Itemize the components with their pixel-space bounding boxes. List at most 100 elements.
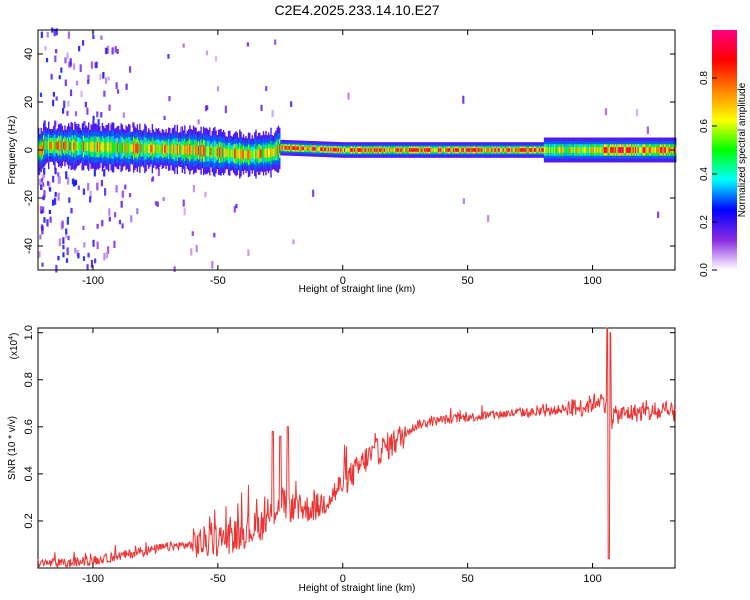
spectrogram-band-cell (533, 148, 536, 152)
spectrogram-cell (347, 92, 350, 100)
spectrogram-cell (43, 120, 46, 126)
colorbar-tick-label: 0.6 (699, 119, 710, 133)
spectrogram-band-cell (568, 147, 571, 153)
spectrogram-cell (57, 255, 60, 261)
spectrogram-cell (54, 55, 57, 62)
spectrogram-band-cell (249, 149, 251, 160)
spectrogram-band-cell (416, 148, 418, 152)
spectrogram-band-cell (548, 147, 551, 153)
spectrogram-cell (74, 179, 78, 186)
spectrogram-band-cell (329, 147, 331, 152)
spectrogram-band-cell (626, 147, 628, 153)
spectrogram-band-cell (120, 142, 122, 154)
spectrogram-band-cell (645, 147, 647, 153)
spectrogram-band-cell (149, 144, 151, 153)
spectrogram-band-cell (136, 142, 139, 154)
spectrogram-band-cell (460, 148, 462, 152)
spectrogram-cell (69, 89, 73, 97)
spectrogram-band-cell (44, 140, 46, 150)
spectrogram-band-cell (440, 148, 442, 152)
spectrogram-band-cell (665, 147, 667, 153)
spectrogram-band-cell (49, 141, 51, 150)
snr-x-tick-label: 100 (583, 573, 601, 585)
spectrogram-band-cell (615, 147, 617, 153)
spectrogram-band-cell (425, 148, 427, 152)
spectrogram-band-cell (445, 148, 447, 152)
spectrogram-cell (130, 215, 133, 223)
spectrogram-band-cell (498, 148, 501, 152)
spectrogram-cell (87, 74, 90, 82)
spectrogram-band-cell (81, 141, 84, 152)
spectrogram-band-cell (79, 142, 81, 151)
spectrogram-band-cell (417, 148, 420, 152)
spectrogram-band-cell (431, 148, 433, 152)
spectrogram-cell (45, 58, 49, 63)
spectrogram-band-cell (462, 148, 465, 152)
spectrogram-band-cell (585, 147, 587, 153)
spectrogram-band-cell (660, 147, 662, 153)
spectrogram-cell (108, 208, 111, 216)
spectrogram-cell (83, 120, 86, 126)
spectrogram-band-cell (74, 140, 76, 152)
spectrogram-band-cell (305, 146, 307, 151)
spectrogram-x-tick-label: -100 (82, 275, 104, 287)
spectrogram-cell (55, 96, 58, 101)
spectrogram-band-cell (170, 145, 172, 153)
spectrogram-band-cell (51, 141, 54, 150)
spectrogram-cell (72, 63, 76, 70)
spectrogram-cell (246, 42, 250, 47)
spectrogram-band-cell (144, 142, 146, 155)
spectrogram-cell (38, 251, 41, 258)
spectrogram-band-cell (366, 148, 368, 152)
spectrogram-band-cell (335, 147, 337, 152)
spectrogram-band-cell (110, 142, 112, 153)
spectrogram-cell (128, 66, 132, 73)
spectrogram-band-cell (457, 148, 460, 152)
colorbar-tick-label: 0.4 (699, 167, 710, 181)
spectrogram-band-cell (160, 145, 162, 153)
spectrogram-band-cell (418, 148, 421, 152)
spectrogram-cell (102, 71, 105, 79)
spectrogram-band-cell (486, 148, 488, 152)
spectrogram-band-cell (402, 148, 405, 152)
spectrogram-band-cell (383, 148, 386, 152)
spectrogram-band-cell (60, 140, 62, 151)
spectrogram-band-cell (227, 147, 230, 159)
spectrogram-band-cell (224, 148, 226, 158)
snr-y-tick-label: 0.6 (23, 419, 35, 434)
spectrogram-band-cell (222, 147, 225, 158)
spectrogram-band-cell (102, 142, 105, 152)
spectrogram-band-cell (477, 148, 480, 152)
spectrogram-band-cell (356, 148, 358, 152)
spectrogram-band-cell (600, 147, 602, 153)
spectrogram-band-cell (342, 148, 345, 152)
spectrogram-cell (87, 252, 90, 258)
spectrogram-band-cell (560, 147, 562, 153)
spectrogram-cell (92, 35, 95, 40)
snr-scale-prefix: (x10 (9, 339, 20, 359)
spectrogram-band-cell (667, 147, 669, 153)
spectrogram-cell (46, 180, 50, 186)
spectrogram-band-cell (513, 148, 516, 152)
spectrogram-band-cell (205, 145, 207, 157)
spectrogram-cell (67, 235, 70, 241)
spectrogram-band-cell (480, 148, 482, 152)
spectrogram-cell (96, 182, 99, 191)
spectrogram-band-cell (570, 147, 572, 153)
spectrogram-cell (39, 184, 43, 191)
spectrogram-band-cell (372, 148, 375, 152)
spectrogram-band-cell (189, 144, 191, 156)
spectrogram-band-cell (577, 147, 579, 153)
spectrogram-cell (80, 90, 83, 98)
spectrogram-band-cell (174, 143, 176, 156)
spectrogram-band-cell (172, 144, 175, 155)
spectrogram-band-cell (482, 148, 485, 152)
spectrogram-band-cell (147, 143, 150, 154)
spectrogram-band-cell (427, 148, 430, 152)
spectrogram-cell (81, 40, 85, 46)
spectrogram-band-cell (532, 148, 535, 152)
spectrogram-band-cell (169, 144, 171, 155)
spectrogram-cell (39, 206, 43, 211)
spectrogram-band-cell (448, 148, 451, 152)
spectrogram-band-cell (140, 144, 142, 153)
